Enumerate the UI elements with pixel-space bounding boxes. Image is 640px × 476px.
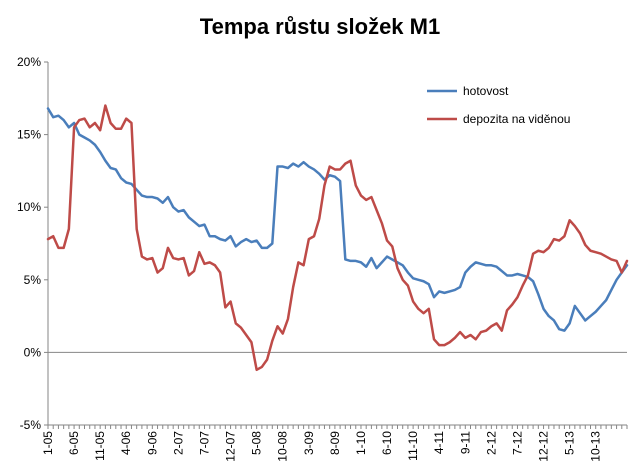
x-tick-label: 10-13 xyxy=(589,431,603,462)
chart-title: Tempa růstu složek M1 xyxy=(200,14,440,39)
x-tick-label: 8-09 xyxy=(328,431,342,455)
x-tick-label: 4-11 xyxy=(432,431,446,454)
x-tick-label: 1-05 xyxy=(41,431,55,455)
legend-label-depozita: depozita na viděnou xyxy=(463,112,570,126)
series-line-0 xyxy=(46,107,629,332)
y-tick-label: 10% xyxy=(17,200,41,214)
y-tick-label: 0% xyxy=(24,345,42,359)
x-tick-label: 12-07 xyxy=(224,431,238,462)
x-tick-label: 5-08 xyxy=(250,431,264,455)
x-axis: 1-05 6-05 11-05 4-06 9-06 2-07 7-07 12-07 5-08 10… xyxy=(41,351,628,462)
legend: hotovost depozita na viděnou xyxy=(427,84,570,126)
x-tick-label: 9-06 xyxy=(145,431,159,455)
y-axis: -5% 0% 5% 10% 15% 20% xyxy=(17,55,49,432)
x-tick-label: 5-13 xyxy=(563,431,577,455)
y-tick-label: -5% xyxy=(20,418,42,432)
x-tick-label: 7-12 xyxy=(510,431,524,455)
x-tick-label: 6-05 xyxy=(67,431,81,455)
x-tick-label: 11-10 xyxy=(406,431,420,461)
x-tick-label: 2-07 xyxy=(171,431,185,455)
series-layer xyxy=(46,104,629,372)
x-tick-label: 4-06 xyxy=(119,431,133,455)
series-line-1 xyxy=(46,104,629,372)
y-tick-label: 20% xyxy=(17,55,41,69)
x-tick-label: 1-10 xyxy=(354,431,368,455)
x-tick-label: 2-12 xyxy=(484,431,498,455)
x-tick-label: 6-10 xyxy=(380,431,394,455)
legend-label-hotovost: hotovost xyxy=(463,84,509,98)
x-tick-label: 10-08 xyxy=(276,431,290,462)
x-tick-label: 7-07 xyxy=(197,431,211,455)
x-tick-label: 12-12 xyxy=(537,431,551,462)
x-tick-label: 9-11 xyxy=(458,431,472,454)
x-tick-label: 11-05 xyxy=(93,431,107,461)
y-tick-label: 15% xyxy=(17,128,41,142)
y-tick-label: 5% xyxy=(24,273,42,287)
x-tick-label: 3-09 xyxy=(302,431,316,455)
